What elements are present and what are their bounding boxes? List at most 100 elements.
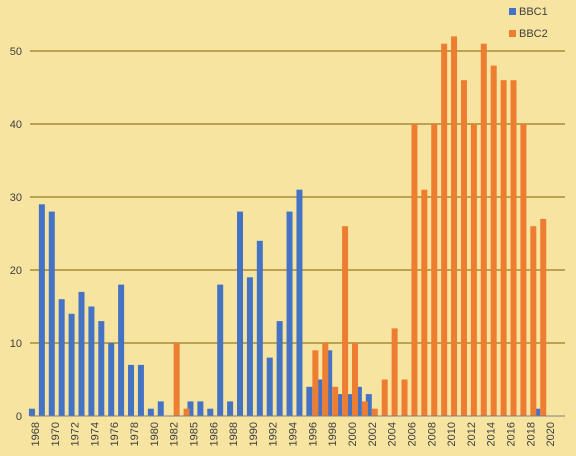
- bar-bbc1-1972: [68, 313, 75, 416]
- x-tick-label: 1976: [109, 422, 121, 446]
- y-tick-label: 0: [16, 411, 22, 423]
- legend-label-bbc1: BBC1: [519, 6, 548, 18]
- bar-bbc2-1998: [332, 386, 339, 416]
- bar-bbc2-1982: [173, 343, 180, 416]
- x-tick-label: 1994: [288, 422, 300, 446]
- x-tick-label: 1986: [208, 422, 220, 446]
- bar-bbc1-1981: [157, 401, 164, 416]
- bar-bbc1-1990: [246, 277, 253, 416]
- x-tick-label: 1980: [149, 422, 161, 446]
- y-tick-label: 10: [10, 338, 22, 350]
- x-tick-label: 1985: [188, 422, 200, 446]
- bar-bbc1-1985: [197, 401, 204, 416]
- bar-bbc2-2003: [381, 379, 388, 416]
- bar-bbc2-2015: [500, 80, 507, 416]
- bar-bbc2-2014: [490, 65, 497, 416]
- bar-bbc1-1992: [266, 357, 273, 416]
- legend-swatch-bbc1: [509, 8, 516, 15]
- bar-bbc1-1978: [128, 364, 135, 416]
- x-tick-label: 1972: [70, 422, 82, 446]
- bar-bbc1-1984: [187, 401, 194, 416]
- bar-bbc1-2019: [534, 408, 541, 416]
- legend-swatch-bbc2: [509, 30, 516, 37]
- bar-bbc2-2010: [451, 36, 458, 417]
- bar-bbc1-1969: [38, 204, 45, 416]
- bar-bbc2-2012: [470, 124, 477, 416]
- bar-bbc1-1968: [28, 408, 35, 416]
- bar-bbc2-2002: [371, 408, 378, 416]
- x-tick-label: 2002: [367, 422, 379, 446]
- bar-bbc2-2011: [460, 80, 467, 416]
- bar-bbc2-1996: [312, 350, 319, 416]
- x-tick-label: 2020: [545, 422, 557, 446]
- bar-bbc1-1977: [118, 284, 125, 416]
- bar-bbc2-2016: [510, 80, 517, 416]
- x-tick-label: 2010: [446, 422, 458, 446]
- bar-bbc1-1991: [256, 240, 263, 416]
- x-tick-label: 2000: [347, 422, 359, 446]
- x-tick-label: 2008: [426, 422, 438, 446]
- bar-bbc1-1975: [98, 321, 105, 416]
- x-tick-label: 1990: [248, 422, 260, 446]
- bar-bbc2-2009: [441, 43, 448, 416]
- x-tick-label: 2012: [466, 422, 478, 446]
- legend-label-bbc2: BBC2: [519, 28, 548, 40]
- bar-bbc1-2002: [365, 394, 372, 416]
- bar-bbc1-1970: [48, 211, 55, 416]
- bars: [28, 36, 547, 417]
- bar-bbc2-2001: [361, 401, 368, 416]
- bar-bbc2-1999: [342, 226, 349, 416]
- bar-bbc1-1989: [237, 211, 244, 416]
- y-tick-label: 40: [10, 119, 22, 131]
- x-axis-ticks: 1968 1970 1972 1974 1976 1978 1980 1982 1985 1986…: [30, 422, 557, 446]
- y-tick-label: 30: [10, 192, 22, 204]
- bar-bbc2-2000: [351, 343, 358, 416]
- x-tick-label: 1988: [228, 422, 240, 446]
- bar-bbc1-1998: [326, 350, 333, 416]
- x-tick-label: 2006: [406, 422, 418, 446]
- bar-bbc1-1993: [276, 321, 283, 416]
- bar-bbc1-1986: [207, 408, 214, 416]
- x-tick-label: 1982: [169, 422, 181, 446]
- x-tick-label: 2014: [486, 422, 498, 446]
- bar-bbc2-2013: [480, 43, 487, 416]
- bar-bbc1-1973: [78, 291, 85, 416]
- x-tick-label: 2018: [525, 422, 537, 446]
- bar-bbc1-1994: [286, 211, 293, 416]
- bar-bbc2-2019: [540, 218, 547, 416]
- bar-bbc1-1995: [296, 189, 303, 416]
- bar-bbc1-1996: [306, 386, 313, 416]
- bar-bbc1-1987: [217, 284, 224, 416]
- bar-bbc2-2004: [391, 328, 398, 416]
- bar-bbc2-1983: [183, 408, 190, 416]
- bar-bbc2-1997: [322, 343, 329, 416]
- y-tick-label: 20: [10, 265, 22, 277]
- y-tick-label: 50: [10, 46, 22, 58]
- bar-bbc2-2008: [431, 124, 438, 416]
- bar-bbc1-1997: [316, 379, 323, 416]
- bar-bbc2-2018: [530, 226, 537, 416]
- y-axis-ticks: 0 10 20 30 40 50: [10, 46, 22, 423]
- x-tick-label: 1996: [307, 422, 319, 446]
- bar-bbc1-1988: [227, 401, 234, 416]
- x-tick-label: 1992: [268, 422, 280, 446]
- bar-bbc2-2006: [411, 124, 418, 416]
- x-tick-label: 2004: [387, 422, 399, 446]
- bar-bbc1-1971: [58, 299, 65, 416]
- bar-bbc1-1974: [88, 306, 95, 416]
- x-tick-label: 1970: [50, 422, 62, 446]
- bar-bbc2-2007: [421, 189, 428, 416]
- bar-bbc1-1999: [336, 394, 343, 416]
- x-tick-label: 2016: [506, 422, 518, 446]
- x-tick-label: 1974: [89, 422, 101, 446]
- bar-bbc2-2017: [520, 124, 527, 416]
- bar-bbc1-2001: [355, 386, 362, 416]
- bar-bbc1-2000: [345, 394, 352, 416]
- x-tick-label: 1968: [30, 422, 42, 446]
- bar-bbc1-1980: [147, 408, 154, 416]
- bar-bbc1-1976: [108, 343, 115, 416]
- legend: BBC1 BBC2: [509, 6, 548, 40]
- x-tick-label: 1978: [129, 422, 141, 446]
- bar-bbc2-2005: [401, 379, 408, 416]
